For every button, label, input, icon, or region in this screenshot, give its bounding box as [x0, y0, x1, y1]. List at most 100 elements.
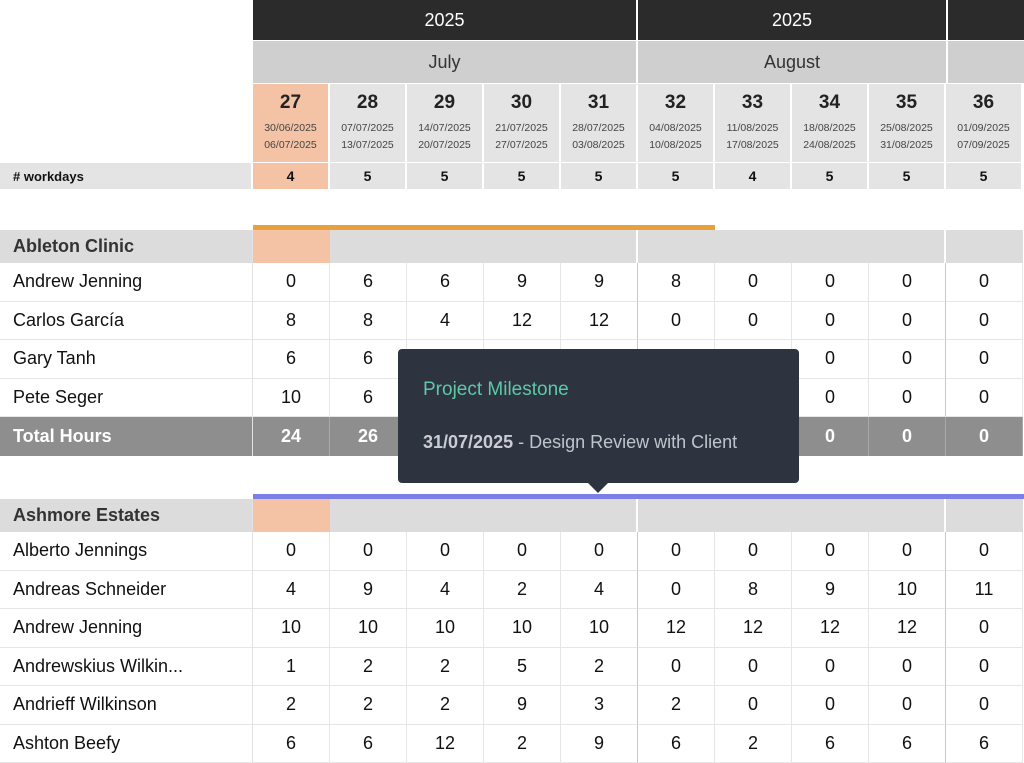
hours-cell[interactable]: 4 — [407, 570, 484, 609]
week-header-cell[interactable]: 29 14/07/2025 20/07/2025 — [407, 84, 484, 162]
hours-cell[interactable]: 0 — [715, 686, 792, 725]
project-header-row[interactable]: Ashmore Estates — [0, 499, 1024, 532]
hours-cell[interactable]: 2 — [484, 570, 561, 609]
hours-cell[interactable]: 5 — [484, 647, 561, 686]
week-header-cell[interactable]: 30 21/07/2025 27/07/2025 — [484, 84, 561, 162]
hours-cell[interactable]: 0 — [638, 532, 715, 571]
hours-cell[interactable]: 0 — [869, 301, 946, 340]
hours-cell[interactable]: 0 — [946, 340, 1023, 379]
hours-cell[interactable]: 0 — [561, 532, 638, 571]
week-header-cell[interactable]: 27 30/06/2025 06/07/2025 — [253, 84, 330, 162]
hours-cell[interactable]: 0 — [792, 686, 869, 725]
hours-cell[interactable]: 0 — [792, 378, 869, 417]
hours-cell[interactable]: 0 — [946, 609, 1023, 648]
project-header-row[interactable]: Ableton Clinic — [0, 230, 1024, 263]
week-header-cell[interactable]: 34 18/08/2025 24/08/2025 — [792, 84, 869, 162]
hours-cell[interactable]: 10 — [561, 609, 638, 648]
hours-cell[interactable]: 10 — [484, 609, 561, 648]
week-header-cell[interactable]: 33 11/08/2025 17/08/2025 — [715, 84, 792, 162]
hours-cell[interactable]: 9 — [561, 263, 638, 302]
hours-cell[interactable]: 0 — [869, 532, 946, 571]
hours-cell[interactable]: 0 — [715, 263, 792, 302]
hours-cell[interactable]: 3 — [561, 686, 638, 725]
hours-cell[interactable]: 2 — [330, 647, 407, 686]
hours-cell[interactable]: 10 — [253, 378, 330, 417]
hours-cell[interactable]: 6 — [330, 378, 407, 417]
hours-cell[interactable]: 2 — [407, 686, 484, 725]
hours-cell[interactable]: 6 — [330, 340, 407, 379]
hours-cell[interactable]: 6 — [638, 724, 715, 763]
hours-cell[interactable]: 12 — [792, 609, 869, 648]
hours-cell[interactable]: 0 — [792, 340, 869, 379]
hours-cell[interactable]: 12 — [561, 301, 638, 340]
week-header-cell[interactable]: 32 04/08/2025 10/08/2025 — [638, 84, 715, 162]
hours-cell[interactable]: 10 — [330, 609, 407, 648]
hours-cell[interactable]: 10 — [407, 609, 484, 648]
hours-cell[interactable]: 9 — [792, 570, 869, 609]
hours-cell[interactable]: 0 — [330, 532, 407, 571]
hours-cell[interactable]: 9 — [484, 263, 561, 302]
hours-cell[interactable]: 0 — [869, 340, 946, 379]
hours-cell[interactable]: 0 — [792, 263, 869, 302]
hours-cell[interactable]: 0 — [792, 647, 869, 686]
hours-cell[interactable]: 6 — [253, 724, 330, 763]
hours-cell[interactable]: 6 — [253, 340, 330, 379]
hours-cell[interactable]: 8 — [330, 301, 407, 340]
hours-cell[interactable]: 0 — [946, 532, 1023, 571]
project-name[interactable]: Ableton Clinic — [0, 230, 253, 263]
hours-cell[interactable]: 2 — [715, 724, 792, 763]
hours-cell[interactable]: 10 — [253, 609, 330, 648]
hours-cell[interactable]: 0 — [946, 647, 1023, 686]
week-header-cell[interactable]: 31 28/07/2025 03/08/2025 — [561, 84, 638, 162]
hours-cell[interactable]: 0 — [869, 647, 946, 686]
hours-cell[interactable]: 0 — [869, 686, 946, 725]
hours-cell[interactable]: 2 — [253, 686, 330, 725]
hours-cell[interactable]: 6 — [869, 724, 946, 763]
week-header-cell[interactable]: 35 25/08/2025 31/08/2025 — [869, 84, 946, 162]
hours-cell[interactable]: 0 — [792, 301, 869, 340]
hours-cell[interactable]: 0 — [715, 301, 792, 340]
ashmore-timeline-bar[interactable] — [253, 494, 1024, 499]
hours-cell[interactable]: 8 — [715, 570, 792, 609]
hours-cell[interactable]: 0 — [946, 686, 1023, 725]
hours-cell[interactable]: 0 — [638, 647, 715, 686]
hours-cell[interactable]: 9 — [484, 686, 561, 725]
hours-cell[interactable]: 0 — [253, 532, 330, 571]
hours-cell[interactable]: 4 — [561, 570, 638, 609]
hours-cell[interactable]: 6 — [792, 724, 869, 763]
hours-cell[interactable]: 0 — [484, 532, 561, 571]
hours-cell[interactable]: 12 — [638, 609, 715, 648]
hours-cell[interactable]: 12 — [869, 609, 946, 648]
hours-cell[interactable]: 12 — [715, 609, 792, 648]
hours-cell[interactable]: 2 — [330, 686, 407, 725]
week-header-cell[interactable]: 36 01/09/2025 07/09/2025 — [946, 84, 1023, 162]
hours-cell[interactable]: 11 — [946, 570, 1023, 609]
hours-cell[interactable]: 8 — [638, 263, 715, 302]
hours-cell[interactable]: 0 — [946, 263, 1023, 302]
hours-cell[interactable]: 2 — [638, 686, 715, 725]
ableton-timeline-bar[interactable] — [253, 225, 715, 230]
hours-cell[interactable]: 12 — [407, 724, 484, 763]
hours-cell[interactable]: 0 — [715, 532, 792, 571]
hours-cell[interactable]: 2 — [484, 724, 561, 763]
hours-cell[interactable]: 0 — [946, 301, 1023, 340]
hours-cell[interactable]: 0 — [253, 263, 330, 302]
hours-cell[interactable]: 2 — [407, 647, 484, 686]
hours-cell[interactable]: 0 — [869, 263, 946, 302]
hours-cell[interactable]: 9 — [330, 570, 407, 609]
hours-cell[interactable]: 6 — [407, 263, 484, 302]
hours-cell[interactable]: 4 — [253, 570, 330, 609]
hours-cell[interactable]: 0 — [407, 532, 484, 571]
hours-cell[interactable]: 0 — [638, 570, 715, 609]
hours-cell[interactable]: 0 — [792, 532, 869, 571]
hours-cell[interactable]: 4 — [407, 301, 484, 340]
hours-cell[interactable]: 0 — [869, 378, 946, 417]
hours-cell[interactable]: 2 — [561, 647, 638, 686]
hours-cell[interactable]: 1 — [253, 647, 330, 686]
hours-cell[interactable]: 6 — [946, 724, 1023, 763]
hours-cell[interactable]: 0 — [946, 378, 1023, 417]
hours-cell[interactable]: 6 — [330, 724, 407, 763]
hours-cell[interactable]: 12 — [484, 301, 561, 340]
hours-cell[interactable]: 10 — [869, 570, 946, 609]
hours-cell[interactable]: 0 — [715, 647, 792, 686]
